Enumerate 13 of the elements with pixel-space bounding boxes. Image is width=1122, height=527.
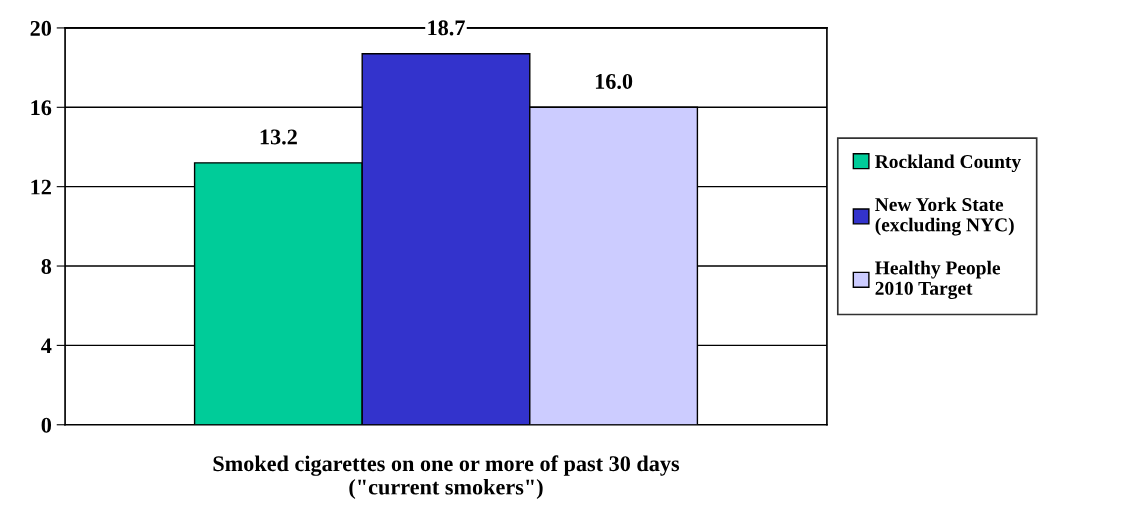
y-tick-label: 8 (41, 258, 52, 274)
text: 16.0 (595, 73, 633, 89)
y-tick-label: 20 (30, 20, 52, 36)
legend-label: Rockland County (875, 154, 1021, 173)
y-tick-label: 0 (41, 417, 52, 433)
text: 13.2 (260, 129, 297, 145)
y-tick-label: 4 (41, 338, 52, 354)
y-tick-label: 12 (31, 179, 51, 195)
x-tick-label: Smoked cigarettes on one or more of past 30 days ("current smokers") (213, 455, 680, 500)
text: 18.7 (428, 20, 465, 36)
y-tick-label: 16 (31, 100, 52, 116)
legend-label: Healthy People 2010 Target (875, 260, 1001, 299)
legend-label: New York State (excluding NYC) (875, 197, 1014, 236)
